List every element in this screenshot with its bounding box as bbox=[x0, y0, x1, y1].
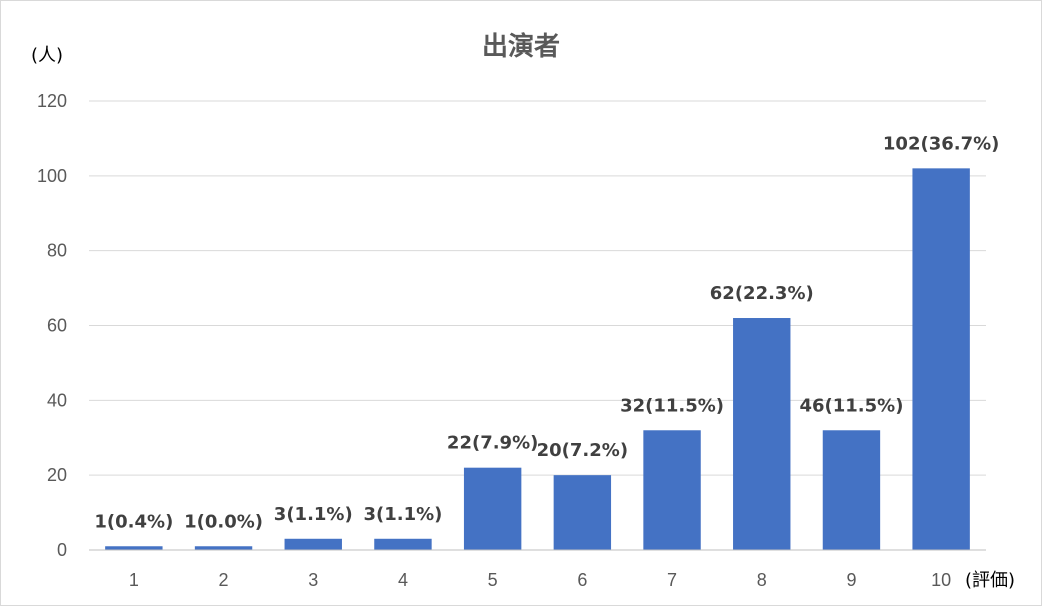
data-label: 3(1.1%) bbox=[274, 504, 353, 525]
bar bbox=[643, 430, 701, 550]
bar bbox=[553, 475, 612, 550]
data-label: 20(7.2%) bbox=[537, 440, 628, 461]
bar bbox=[912, 168, 970, 550]
y-tick-label: 80 bbox=[47, 241, 67, 261]
y-axis-ticks: 0 20 40 60 80 100 120 bbox=[37, 91, 67, 560]
x-tick-label: 5 bbox=[488, 570, 498, 590]
bar bbox=[374, 538, 432, 550]
bar bbox=[733, 318, 791, 550]
data-label: 102(36.7%) bbox=[883, 133, 999, 154]
chart-title: 出演者 bbox=[482, 31, 560, 62]
bar bbox=[463, 467, 522, 550]
x-tick-label: 9 bbox=[846, 570, 856, 590]
y-tick-label: 120 bbox=[37, 91, 67, 111]
bar bbox=[284, 538, 342, 550]
y-tick-label: 40 bbox=[47, 390, 67, 410]
y-tick-label: 0 bbox=[57, 540, 67, 560]
data-label: 1(0.0%) bbox=[184, 511, 263, 532]
data-label: 3(1.1%) bbox=[363, 504, 442, 525]
y-tick-label: 100 bbox=[37, 166, 67, 186]
x-tick-label: 10 bbox=[931, 570, 951, 590]
y-axis-unit-label: (人) bbox=[31, 45, 63, 66]
x-tick-label: 8 bbox=[757, 570, 767, 590]
bar bbox=[822, 430, 881, 550]
bars bbox=[105, 168, 970, 550]
data-label: 1(0.4%) bbox=[94, 511, 173, 532]
y-tick-label: 20 bbox=[47, 465, 67, 485]
data-label: 46(11.5%) bbox=[799, 395, 903, 416]
x-tick-label: 7 bbox=[667, 570, 677, 590]
data-label: 62(22.3%) bbox=[710, 283, 814, 304]
x-tick-label: 1 bbox=[129, 570, 139, 590]
data-label: 22(7.9%) bbox=[447, 433, 538, 454]
x-tick-label: 4 bbox=[398, 570, 408, 590]
x-tick-label: 3 bbox=[308, 570, 318, 590]
bar bbox=[194, 546, 253, 550]
gridlines bbox=[89, 100, 986, 476]
data-label: 32(11.5%) bbox=[620, 395, 724, 416]
x-axis-ticks: 1 2 3 4 5 6 7 8 9 10 bbox=[129, 570, 951, 590]
x-axis-unit-label: (評価) bbox=[965, 570, 1015, 591]
y-tick-label: 60 bbox=[47, 316, 67, 336]
bar bbox=[105, 546, 163, 550]
data-labels: 1(0.4%) 1(0.0%) 3(1.1%) 3(1.1%) 22(7.9%)20(7… bbox=[94, 133, 999, 532]
x-tick-label: 2 bbox=[219, 570, 229, 590]
x-tick-label: 6 bbox=[577, 570, 587, 590]
